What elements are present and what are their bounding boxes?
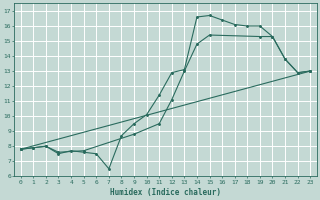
X-axis label: Humidex (Indice chaleur): Humidex (Indice chaleur) — [110, 188, 221, 197]
